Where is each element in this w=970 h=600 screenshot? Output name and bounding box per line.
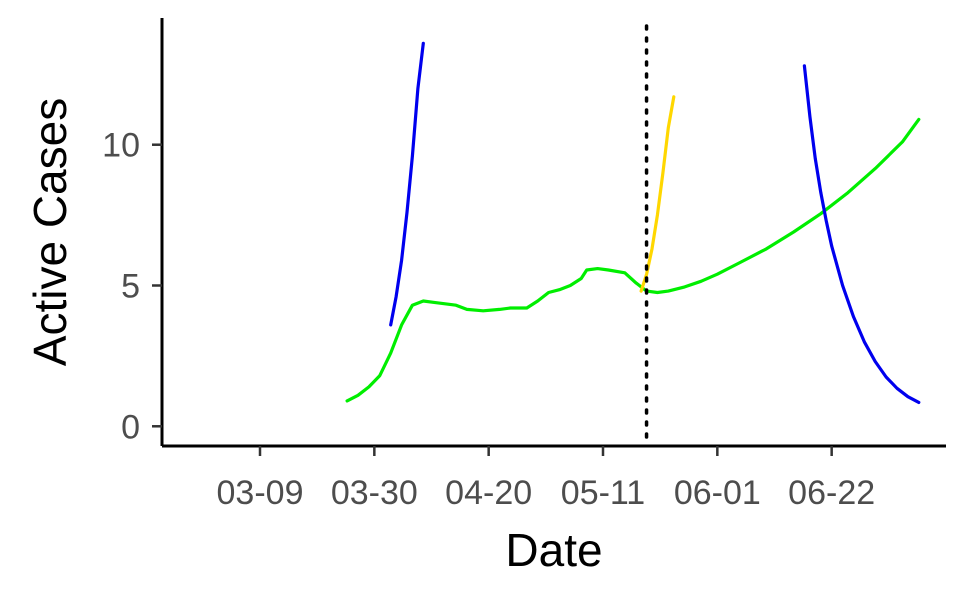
x-axis-ticks: 03-09 03-30 04-20 05-11 06-01 06-22 — [217, 446, 875, 512]
x-tick-label: 06-01 — [674, 474, 761, 512]
series-line-1 — [345, 117, 921, 403]
y-axis-ticks: 0 5 10 — [102, 127, 162, 446]
y-tick-label: 10 — [102, 127, 140, 165]
series-line-3 — [802, 64, 921, 404]
x-tick-label: 03-30 — [331, 474, 418, 512]
x-axis-title: Date — [505, 524, 602, 576]
y-axis-title: Active Cases — [24, 98, 76, 366]
y-tick-label: 0 — [121, 408, 140, 446]
x-tick-label: 05-11 — [561, 474, 645, 512]
series-lines — [345, 41, 921, 404]
x-tick-label: 03-09 — [217, 474, 304, 512]
x-tick-label: 06-22 — [788, 474, 875, 512]
series-line-4 — [639, 95, 676, 293]
series-line-2 — [389, 41, 425, 327]
y-tick-label: 5 — [121, 268, 140, 306]
axes: 03-09 03-30 04-20 05-11 06-01 06-22 0 5 10 — [102, 18, 946, 512]
x-tick-label: 04-20 — [445, 474, 532, 512]
